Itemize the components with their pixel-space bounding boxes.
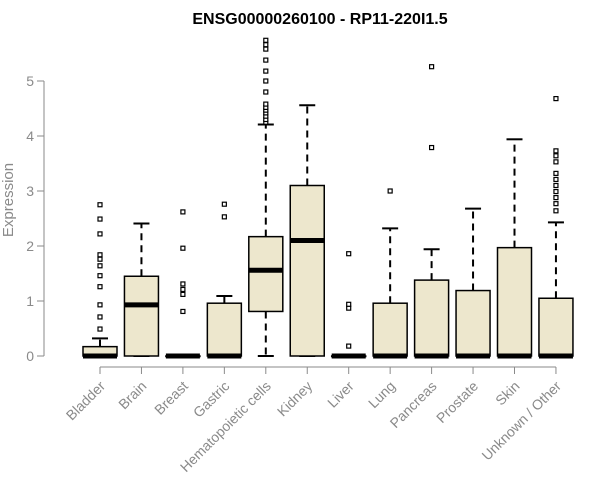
y-tick-label: 5 <box>26 73 34 89</box>
outlier-point <box>97 202 103 208</box>
outlier-point <box>553 159 559 165</box>
category-label: Kidney <box>274 378 316 420</box>
category-label: Prostate <box>433 378 481 426</box>
y-tick-label: 0 <box>26 348 34 364</box>
box-group <box>165 209 201 359</box>
category-label: Skin <box>492 378 523 409</box>
category-label: Unknown / Other <box>478 378 564 464</box>
outlier-point <box>553 148 559 154</box>
outlier-point <box>263 78 269 84</box>
outlier-point <box>97 273 103 279</box>
box-iqr <box>123 275 160 357</box>
outlier-point <box>97 302 103 308</box>
box-group <box>538 95 574 359</box>
outlier-point <box>553 188 559 195</box>
category-label: Bladder <box>63 378 109 424</box>
category-label: Breast <box>151 378 191 418</box>
box-group <box>123 222 160 357</box>
box-iqr <box>538 297 574 357</box>
box-group <box>455 207 491 359</box>
box-iqr <box>248 235 284 313</box>
category-label: Liver <box>324 378 357 411</box>
box-iqr <box>372 302 408 357</box>
outlier-point <box>97 314 103 320</box>
outlier-point <box>221 214 227 220</box>
y-tick-label: 4 <box>26 128 34 144</box>
outlier-point <box>97 326 103 332</box>
outlier-point <box>263 57 269 63</box>
outlier-point <box>553 170 559 176</box>
outlier-point <box>263 46 269 52</box>
boxes <box>82 37 574 359</box>
outlier-point <box>97 216 103 222</box>
y-tick-label: 1 <box>26 293 34 309</box>
outlier-point <box>180 286 186 293</box>
box-group <box>289 104 325 357</box>
y-axis-label: Expression <box>0 163 17 237</box>
box-iqr <box>413 279 450 357</box>
outlier-point <box>387 188 393 194</box>
box-group <box>413 64 450 359</box>
box-iqr <box>496 246 533 357</box>
outlier-point <box>221 201 227 207</box>
outlier-point <box>553 201 559 207</box>
outlier-point <box>553 195 559 201</box>
outlier-point <box>553 182 559 189</box>
outlier-point <box>97 284 103 290</box>
outlier-point <box>346 251 352 257</box>
outlier-point <box>180 291 186 297</box>
outlier-point <box>553 95 559 102</box>
y-tick-label: 2 <box>26 238 34 254</box>
box-group <box>372 188 408 359</box>
outlier-point <box>263 42 269 48</box>
outlier-point <box>553 208 559 214</box>
outlier-point <box>263 37 269 43</box>
outlier-point <box>346 343 352 349</box>
box-group <box>330 251 367 359</box>
box-iqr <box>206 302 243 357</box>
category-label: Brain <box>115 378 149 412</box>
outlier-point <box>97 263 103 269</box>
box-group <box>206 201 243 359</box>
box-iqr <box>289 184 325 357</box>
outlier-point <box>180 245 186 251</box>
box-group <box>496 138 533 359</box>
outlier-point <box>263 89 269 95</box>
outlier-point <box>97 256 103 262</box>
box-iqr <box>455 289 491 357</box>
outlier-point <box>180 281 186 287</box>
outlier-point <box>180 209 186 215</box>
outlier-point <box>429 64 435 70</box>
outlier-point <box>553 153 559 159</box>
outlier-point <box>180 308 186 315</box>
box-group <box>82 202 118 359</box>
y-tick-label: 3 <box>26 183 34 199</box>
outlier-point <box>263 68 269 74</box>
outlier-point <box>346 301 352 307</box>
category-label: Lung <box>365 378 398 411</box>
outlier-point <box>97 252 103 258</box>
outlier-point <box>553 176 559 183</box>
outlier-point <box>97 231 103 237</box>
box-group <box>248 37 284 357</box>
axes: 0 1 2 3 4 5 <box>26 73 557 374</box>
outlier-point <box>429 144 435 151</box>
outlier-point <box>263 101 269 107</box>
chart-title: ENSG00000260100 - RP11-220I1.5 <box>192 11 447 28</box>
